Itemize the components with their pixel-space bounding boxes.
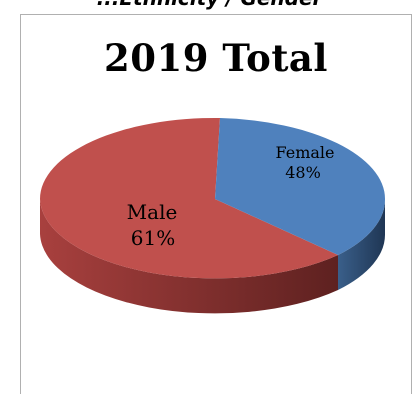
pie-top-group [39, 117, 386, 279]
clipped-heading: ...Ethnicity / Gender [0, 0, 419, 14]
chart-frame [20, 14, 412, 394]
slice-value-female: 48% [285, 163, 321, 182]
slice-side-male [40, 199, 338, 314]
slice-female [215, 118, 386, 255]
chart-title: 2019 Total [104, 36, 328, 80]
clipped-heading-text: ...Ethnicity / Gender [0, 0, 419, 10]
slice-label-female: Female [276, 143, 335, 162]
pie-side-group [40, 199, 386, 314]
pie-chart: Female 48% Male 61% [39, 117, 386, 314]
slice-side-female [338, 199, 386, 290]
slice-label-male: Male [127, 200, 178, 224]
slice-male [39, 117, 339, 279]
slice-value-male: 61% [131, 226, 175, 250]
